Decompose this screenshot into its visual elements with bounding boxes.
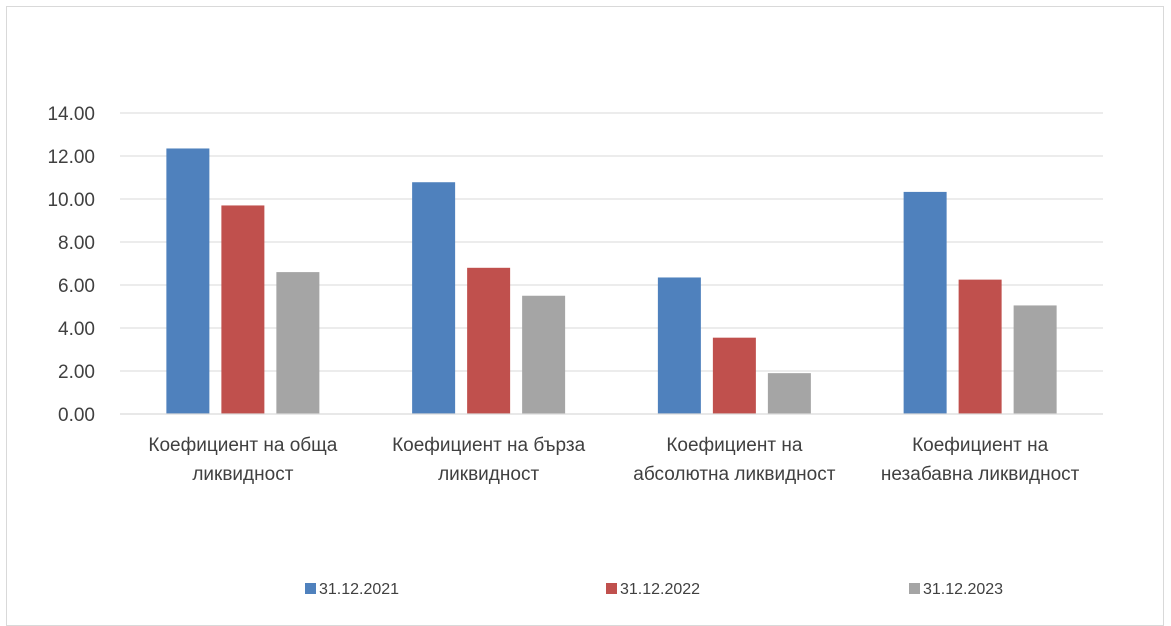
legend-label: 31.12.2023 bbox=[923, 581, 1003, 598]
x-category-label: ликвидност bbox=[438, 464, 539, 485]
bar-31-12-2021-cat-1 bbox=[166, 148, 210, 414]
bar-31-12-2022-cat-4 bbox=[958, 279, 1002, 414]
legend-swatch bbox=[606, 583, 617, 594]
bar-31-12-2022-cat-2 bbox=[467, 267, 511, 414]
y-tick-label: 2.00 bbox=[58, 362, 95, 383]
legend: 31.12.2021 31.12.2022 31.12.2023 bbox=[305, 581, 1003, 598]
y-tick-label: 8.00 bbox=[58, 233, 95, 254]
y-tick-label: 10.00 bbox=[47, 190, 95, 211]
y-tick-label: 0.00 bbox=[58, 405, 95, 426]
y-tick-label: 4.00 bbox=[58, 319, 95, 340]
bar-31-12-2023-cat-3 bbox=[767, 373, 811, 414]
bar-31-12-2022-cat-3 bbox=[712, 337, 756, 414]
bar-31-12-2021-cat-2 bbox=[412, 182, 456, 414]
bar-31-12-2021-cat-4 bbox=[903, 191, 947, 414]
y-axis-tick-labels: 0.00 2.00 4.00 6.00 8.00 10.00 12.00 14.00 bbox=[47, 104, 95, 426]
bars bbox=[166, 148, 1057, 414]
gridlines bbox=[120, 112, 1103, 372]
bar-31-12-2022-cat-1 bbox=[221, 205, 265, 414]
bar-31-12-2023-cat-4 bbox=[1013, 305, 1057, 414]
legend-label: 31.12.2022 bbox=[620, 581, 700, 598]
legend-swatch bbox=[909, 583, 920, 594]
x-axis-category-labels: Коефициент на обща ликвидност Коефициент н… bbox=[148, 435, 1079, 485]
legend-swatch bbox=[305, 583, 316, 594]
x-category-label: Коефициент на бърза bbox=[392, 435, 586, 456]
bar-31-12-2023-cat-2 bbox=[522, 295, 566, 414]
x-category-label: абсолютна ликвидност bbox=[633, 464, 835, 485]
x-category-label: Коефициент на bbox=[666, 435, 802, 456]
x-category-label: незабавна ликвидност bbox=[881, 464, 1080, 485]
x-category-label: Коефициент на обща bbox=[148, 435, 337, 456]
y-tick-label: 14.00 bbox=[47, 104, 95, 125]
bar-31-12-2023-cat-1 bbox=[276, 272, 320, 414]
y-tick-label: 6.00 bbox=[58, 276, 95, 297]
legend-label: 31.12.2021 bbox=[319, 581, 399, 598]
bar-31-12-2021-cat-3 bbox=[657, 277, 701, 414]
x-category-label: Коефициент на bbox=[912, 435, 1048, 456]
x-category-label: ликвидност bbox=[192, 464, 293, 485]
y-tick-label: 12.00 bbox=[47, 147, 95, 168]
